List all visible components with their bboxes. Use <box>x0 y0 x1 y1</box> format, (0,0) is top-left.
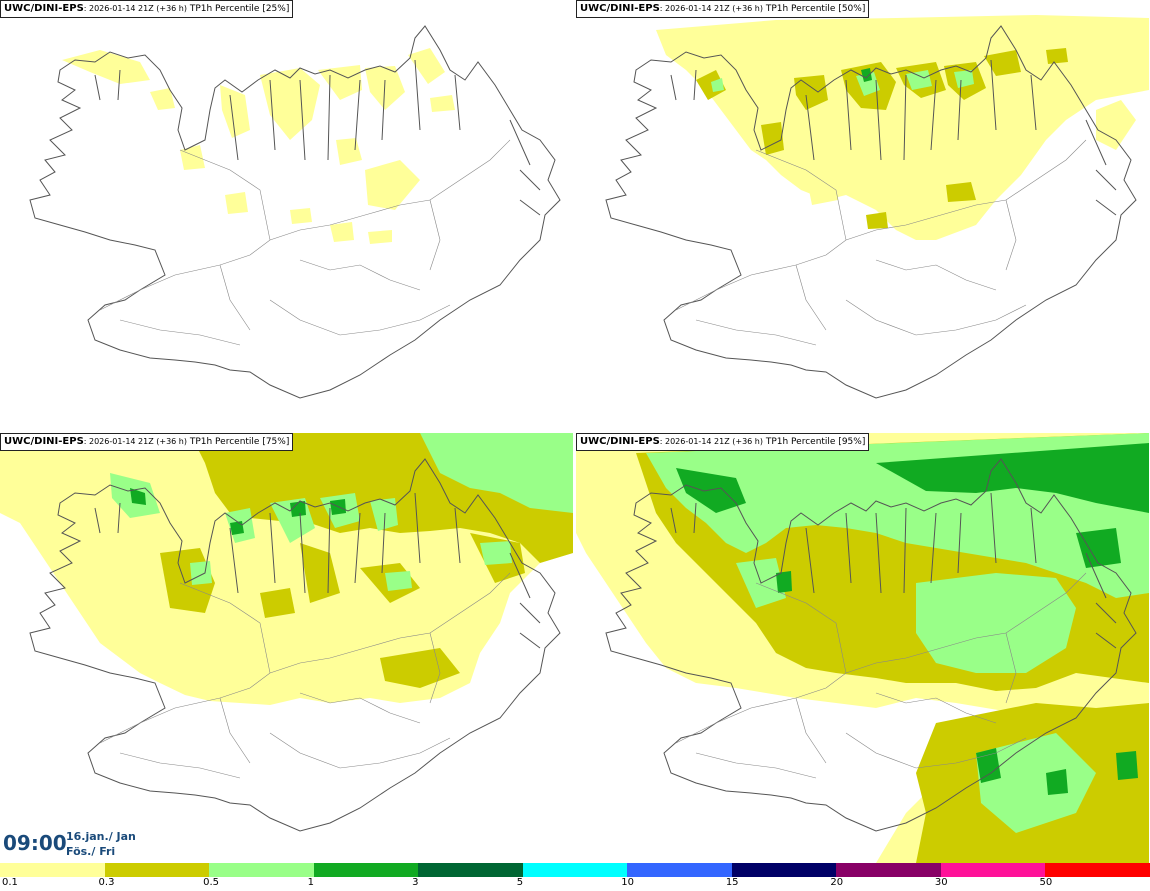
coastline <box>29 458 561 832</box>
legend-swatch <box>418 863 523 877</box>
coastline <box>605 458 1137 832</box>
legend-swatch <box>836 863 941 877</box>
legend-tick-label: 0.1 <box>2 877 18 888</box>
legend-swatch <box>104 863 210 877</box>
coastline <box>29 25 561 399</box>
roads <box>675 572 1087 779</box>
legend-tick-label: 50 <box>1039 877 1053 888</box>
panel-title: UWC/DINI-EPS: 2026-01-14 21Z (+36 h) TP1… <box>576 0 870 18</box>
legend-swatch <box>522 863 628 877</box>
precip-fields <box>576 433 1149 863</box>
legend-swatch <box>627 863 732 877</box>
map-panel-p25: UWC/DINI-EPS: 2026-01-14 21Z (+36 h) TP1… <box>0 0 573 430</box>
legend-tick-label: 3 <box>412 877 419 888</box>
legend-tick-label: 15 <box>725 877 739 888</box>
legend-tick-label: 0.5 <box>203 877 219 888</box>
precip-fields <box>62 48 455 244</box>
valid-date: 16.jan./ Jan <box>66 830 136 843</box>
legend-swatch <box>1045 863 1150 877</box>
legend-tick-label: 0.3 <box>98 877 115 888</box>
roads <box>675 139 1087 346</box>
legend-tick-label: 5 <box>516 877 524 888</box>
legend-tick-label: 10 <box>621 877 634 888</box>
map-panel-p50: UWC/DINI-EPS: 2026-01-14 21Z (+36 h) TP1… <box>576 0 1149 430</box>
legend-swatch <box>313 863 419 877</box>
color-legend: 0.1 0.3 0.5 1 3 5 10 15 20 30 50 <box>0 863 1150 891</box>
roads <box>99 572 511 779</box>
legend-swatch <box>731 863 837 877</box>
valid-day: Fös./ Fri <box>66 845 116 858</box>
precip-fields <box>0 433 573 705</box>
legend-swatch <box>940 863 1046 877</box>
legend-tick-label: 20 <box>830 877 844 888</box>
roads <box>99 139 511 346</box>
panel-title: UWC/DINI-EPS: 2026-01-14 21Z (+36 h) TP1… <box>0 0 294 18</box>
map-panel-p75: UWC/DINI-EPS: 2026-01-14 21Z (+36 h) TP1… <box>0 433 573 863</box>
panel-title: UWC/DINI-EPS: 2026-01-14 21Z (+36 h) TP1… <box>576 433 870 451</box>
valid-hour: 09:00 <box>3 831 67 855</box>
precip-fields <box>656 15 1149 240</box>
legend-swatch <box>209 863 314 877</box>
precip-map <box>29 25 561 399</box>
map-panel-p95: UWC/DINI-EPS: 2026-01-14 21Z (+36 h) TP1… <box>576 433 1149 863</box>
legend-tick-label: 30 <box>934 877 948 888</box>
coastline <box>605 25 1137 399</box>
legend-color-bar <box>0 863 1150 877</box>
legend-swatch <box>0 863 105 877</box>
valid-time-box: 09:00 16.jan./ Jan Fös./ Fri <box>0 826 140 862</box>
legend-tick-label: 1 <box>307 877 314 888</box>
panel-title: UWC/DINI-EPS: 2026-01-14 21Z (+36 h) TP1… <box>0 433 294 451</box>
precip-map <box>0 433 573 832</box>
precip-map <box>576 433 1149 863</box>
precip-map <box>605 15 1149 399</box>
